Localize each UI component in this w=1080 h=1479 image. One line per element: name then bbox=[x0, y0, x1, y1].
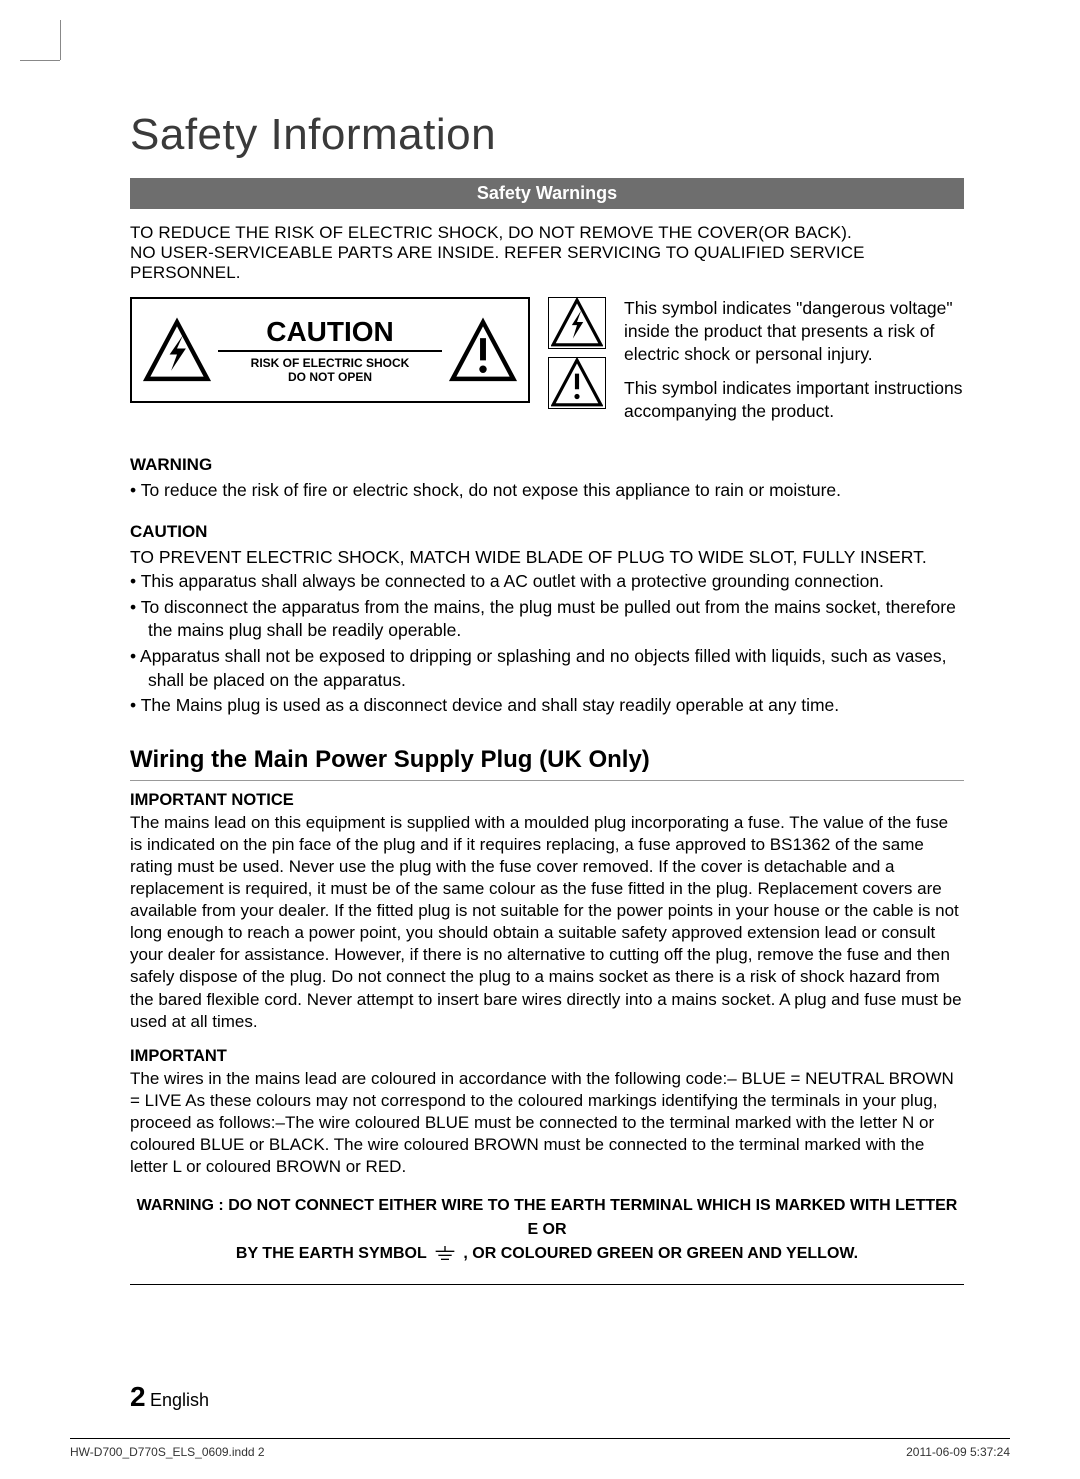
print-timestamp: 2011-06-09 5:37:24 bbox=[906, 1445, 1010, 1459]
print-file: HW-D700_D770S_ELS_0609.indd 2 bbox=[70, 1445, 265, 1459]
final-warning: WARNING : DO NOT CONNECT EITHER WIRE TO … bbox=[130, 1194, 964, 1285]
caution-bullets: This apparatus shall always be connected… bbox=[130, 570, 964, 718]
caution-bullet: Apparatus shall not be exposed to drippi… bbox=[130, 645, 964, 692]
print-footer: HW-D700_D770S_ELS_0609.indd 2 2011-06-09… bbox=[70, 1438, 1010, 1459]
instructions-symbol-desc: This symbol indicates important instruct… bbox=[624, 377, 964, 423]
warning-bullet: To reduce the risk of fire or electric s… bbox=[130, 479, 964, 503]
safety-warnings-band: Safety Warnings bbox=[130, 178, 964, 209]
voltage-symbol-desc: This symbol indicates "dangerous voltage… bbox=[624, 297, 964, 365]
important-body: The wires in the mains lead are coloured… bbox=[130, 1068, 964, 1178]
warning-heading: WARNING bbox=[130, 455, 964, 475]
important-notice-body: The mains lead on this equipment is supp… bbox=[130, 812, 964, 1033]
risk-line-1: RISK OF ELECTRIC SHOCK bbox=[218, 356, 442, 370]
risk-line-2: DO NOT OPEN bbox=[218, 370, 442, 384]
page-footer: 2 English bbox=[130, 1381, 209, 1413]
warning-bullets: To reduce the risk of fire or electric s… bbox=[130, 479, 964, 503]
earth-symbol-icon bbox=[431, 1246, 459, 1262]
symbol-descriptions: This symbol indicates "dangerous voltage… bbox=[624, 297, 964, 435]
final-warn-line1: WARNING : DO NOT CONNECT EITHER WIRE TO … bbox=[137, 1197, 958, 1238]
lightning-triangle-icon bbox=[140, 313, 214, 387]
important-notice-heading: IMPORTANT NOTICE bbox=[130, 791, 964, 810]
caution-heading: CAUTION bbox=[130, 522, 964, 542]
intro-line-2: NO USER-SERVICEABLE PARTS ARE INSIDE. RE… bbox=[130, 243, 964, 283]
lightning-triangle-legend-icon bbox=[548, 297, 606, 349]
caution-center: CAUTION RISK OF ELECTRIC SHOCK DO NOT OP… bbox=[214, 316, 446, 385]
page-title: Safety Information bbox=[130, 110, 1010, 160]
page-number: 2 bbox=[130, 1381, 146, 1412]
intro-block: TO REDUCE THE RISK OF ELECTRIC SHOCK, DO… bbox=[130, 223, 964, 283]
caution-bullet: The Mains plug is used as a disconnect d… bbox=[130, 694, 964, 718]
final-warn-line2b: , OR COLOURED GREEN OR GREEN AND YELLOW. bbox=[463, 1245, 858, 1262]
caution-box: CAUTION RISK OF ELECTRIC SHOCK DO NOT OP… bbox=[130, 297, 530, 403]
caution-bullet: To disconnect the apparatus from the mai… bbox=[130, 596, 964, 643]
symbol-row: CAUTION RISK OF ELECTRIC SHOCK DO NOT OP… bbox=[130, 297, 964, 435]
caution-intro: TO PREVENT ELECTRIC SHOCK, MATCH WIDE BL… bbox=[130, 546, 964, 570]
intro-line-1: TO REDUCE THE RISK OF ELECTRIC SHOCK, DO… bbox=[130, 223, 964, 243]
wiring-heading: Wiring the Main Power Supply Plug (UK On… bbox=[130, 746, 964, 781]
page-language: English bbox=[150, 1390, 209, 1410]
caution-bullet: This apparatus shall always be connected… bbox=[130, 570, 964, 594]
symbol-legend-icons bbox=[548, 297, 606, 409]
final-warn-line2a: BY THE EARTH SYMBOL bbox=[236, 1245, 431, 1262]
caution-word: CAUTION bbox=[218, 316, 442, 352]
important-heading: IMPORTANT bbox=[130, 1047, 964, 1066]
exclamation-triangle-legend-icon bbox=[548, 357, 606, 409]
exclamation-triangle-icon bbox=[446, 313, 520, 387]
